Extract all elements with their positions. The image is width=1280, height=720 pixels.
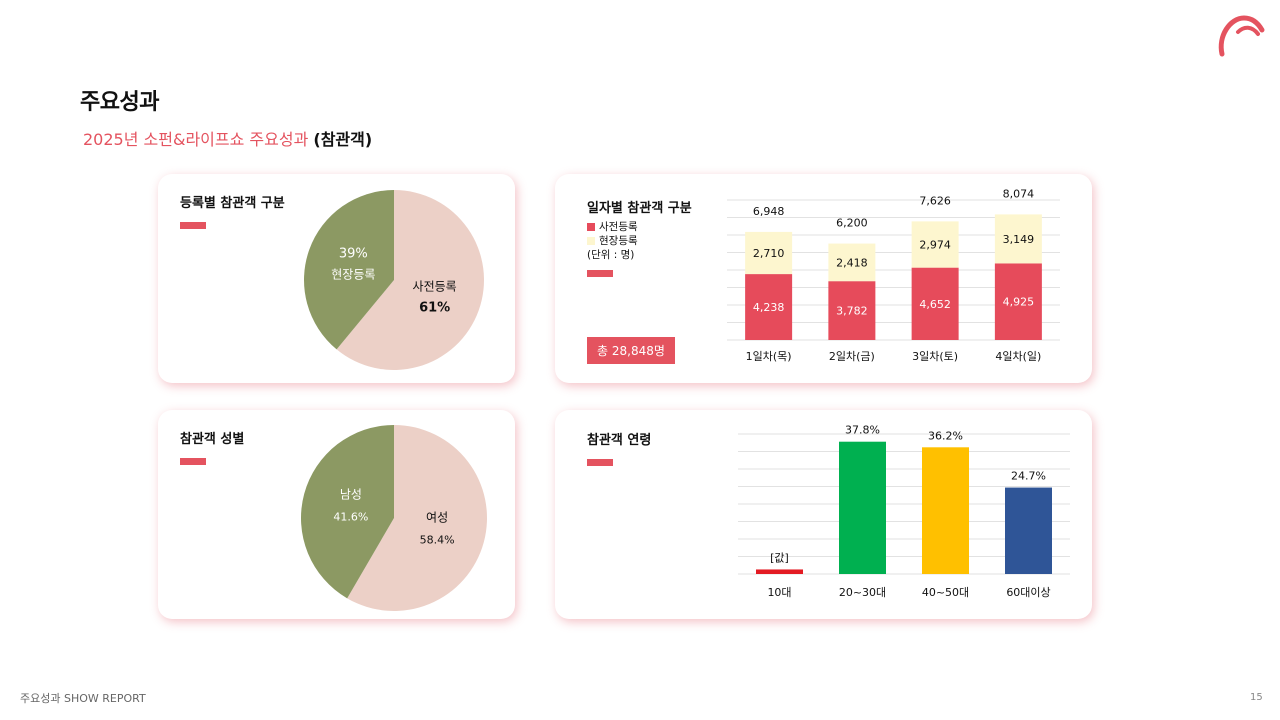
age-category-label: 10대	[767, 586, 791, 599]
daily-bar-onsite	[911, 221, 959, 268]
gender-pie-value-0: 58.4%	[420, 534, 455, 547]
gender-pie-slice-0	[347, 425, 487, 611]
daily-value-pre: 4,238	[753, 301, 785, 314]
daily-accent-bar	[587, 270, 613, 277]
daily-total-badge: 총 28,848명	[587, 337, 675, 364]
legend-swatch-onsite	[587, 237, 595, 245]
age-data-label: 24.7%	[1011, 470, 1046, 483]
gender-pie-label-1: 남성	[340, 487, 362, 501]
daily-total-label: 6,948	[753, 205, 785, 218]
age-card: 참관객 연령 [값] 10대 37.8% 20~30대 36.2% 40~50대 24.7%…	[555, 410, 1092, 619]
age-bar	[839, 441, 886, 574]
daily-value-onsite: 2,974	[919, 239, 951, 252]
age-data-label: 36.2%	[928, 429, 963, 442]
legend-swatch-pre	[587, 223, 595, 231]
gender-card: 참관객 성별 여성 58.4% 남성 41.6%	[158, 410, 515, 619]
daily-bar-pre	[994, 263, 1042, 340]
brand-logo-icon	[1218, 15, 1265, 57]
gender-title: 참관객 성별	[180, 432, 245, 447]
daily-legend: 사전등록 현장등록 (단위 : 명)	[587, 220, 638, 262]
registration-pie-slice-0	[336, 190, 484, 370]
registration-accent-bar	[180, 222, 206, 229]
daily-category-label: 1일차(목)	[746, 349, 792, 363]
daily-value-onsite: 2,418	[836, 256, 868, 269]
daily-category-label: 2일차(금)	[829, 349, 875, 363]
legend-item-pre: 사전등록	[587, 220, 638, 234]
daily-total-label: 7,626	[919, 194, 951, 207]
subtitle-accent: 2025년 소펀&라이프쇼 주요성과	[83, 130, 309, 149]
registration-card: 등록별 참관객 구분 사전등록 61% 39% 현장등록	[158, 174, 515, 383]
daily-total-label: 8,074	[1003, 187, 1035, 200]
legend-item-onsite: 현장등록	[587, 234, 638, 248]
registration-pie-label-1: 현장등록	[331, 267, 375, 281]
gender-pie-chart: 여성 58.4% 남성 41.6%	[301, 425, 487, 611]
daily-bar-onsite	[994, 214, 1042, 264]
registration-pie-slice-1	[304, 190, 394, 350]
page-subtitle: 2025년 소펀&라이프쇼 주요성과 (참관객)	[83, 126, 372, 150]
daily-total-label: 6,200	[836, 217, 868, 230]
age-title: 참관객 연령	[587, 433, 652, 448]
daily-bar-pre	[828, 281, 876, 340]
age-category-label: 60대이상	[1006, 586, 1050, 599]
registration-pie-value-0: 61%	[419, 301, 450, 316]
daily-category-label: 3일차(토)	[912, 349, 958, 363]
daily-bar-chart: 4,238 2,710 6,948 1일차(목) 3,782 2,418 6,200 2일차(…	[727, 187, 1060, 363]
daily-bar-pre	[745, 274, 793, 340]
age-bar	[1005, 487, 1052, 574]
page-number: 15	[1250, 692, 1263, 703]
footer-text: 주요성과 SHOW REPORT	[20, 692, 146, 705]
subtitle-rest: (참관객)	[313, 130, 373, 149]
gender-pie-label-0: 여성	[426, 511, 448, 525]
age-data-label: 37.8%	[845, 424, 880, 437]
age-category-label: 40~50대	[922, 586, 969, 599]
legend-label-pre: 사전등록	[599, 221, 638, 233]
registration-title: 등록별 참관객 구분	[180, 196, 285, 211]
daily-bar-onsite	[828, 243, 876, 282]
daily-value-onsite: 3,149	[1003, 233, 1035, 246]
legend-label-onsite: 현장등록	[599, 235, 638, 247]
daily-title: 일자별 참관객 구분	[587, 201, 692, 216]
daily-value-onsite: 2,710	[753, 247, 785, 260]
gender-accent-bar	[180, 458, 206, 465]
age-accent-bar	[587, 459, 613, 466]
gender-pie-slice-1	[301, 425, 394, 599]
daily-category-label: 4일차(일)	[995, 349, 1041, 363]
page-title: 주요성과	[80, 90, 159, 115]
daily-value-pre: 4,652	[919, 298, 951, 311]
registration-pie-label-0: 사전등록	[413, 280, 457, 294]
daily-card: 일자별 참관객 구분 사전등록 현장등록 (단위 : 명) 총 28,848명 …	[555, 174, 1092, 383]
gender-pie-value-1: 41.6%	[333, 510, 368, 523]
age-bar	[756, 569, 803, 574]
daily-bar-pre	[911, 267, 959, 340]
daily-bar-onsite	[745, 231, 793, 275]
daily-value-pre: 3,782	[836, 305, 868, 318]
age-category-label: 20~30대	[839, 586, 886, 599]
registration-pie-chart: 사전등록 61% 39% 현장등록	[304, 190, 484, 370]
age-data-label: [값]	[770, 551, 789, 564]
daily-unit: (단위 : 명)	[587, 249, 635, 261]
registration-pie-value-1: 39%	[339, 246, 368, 261]
age-bar	[922, 447, 969, 574]
daily-value-pre: 4,925	[1003, 296, 1035, 309]
age-bar-chart: [값] 10대 37.8% 20~30대 36.2% 40~50대 24.7% 60대이상	[738, 424, 1070, 599]
